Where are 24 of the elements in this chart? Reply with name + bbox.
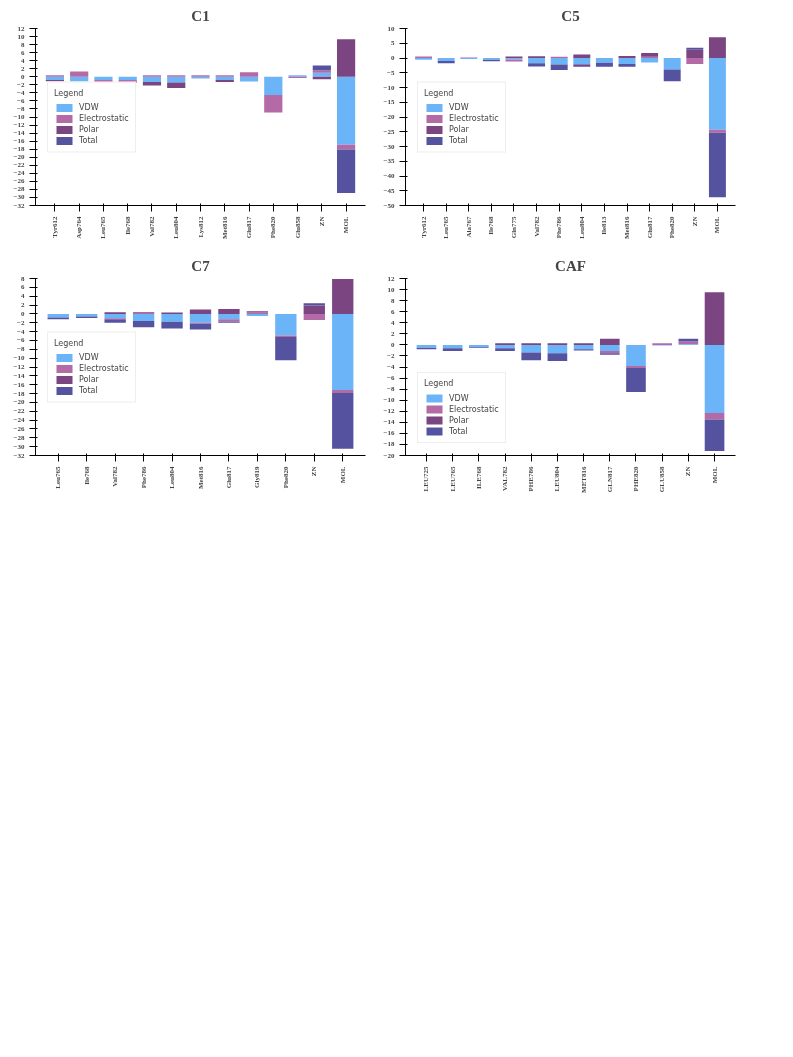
- legend-label: Polar: [79, 374, 99, 384]
- legend-label: Total: [79, 385, 99, 395]
- chart-title: CAF: [555, 257, 586, 274]
- chart-title: C1: [191, 7, 210, 24]
- legend-label: Total: [449, 135, 469, 145]
- legend-label: Polar: [449, 124, 469, 134]
- legend-label: Polar: [449, 415, 469, 425]
- legend-label: Electrostatic: [449, 113, 499, 123]
- legend-title: Legend: [424, 379, 455, 388]
- legend-label: Polar: [79, 124, 99, 134]
- legend-title: Legend: [54, 338, 85, 347]
- legend-label: Electrostatic: [79, 113, 129, 123]
- legend-label: VDW: [79, 352, 99, 362]
- legend-title: Legend: [424, 88, 455, 97]
- legend-label: Electrostatic: [449, 404, 499, 414]
- legend-label: Total: [79, 135, 99, 145]
- legend-label: Total: [449, 426, 469, 436]
- legend-label: Electrostatic: [79, 363, 129, 373]
- legend-label: VDW: [79, 102, 99, 112]
- legend-label: VDW: [449, 393, 469, 403]
- legend-label: VDW: [449, 102, 469, 112]
- legend-title: Legend: [54, 88, 85, 97]
- chart-title: C7: [191, 257, 211, 274]
- chart-title: C5: [561, 7, 580, 24]
